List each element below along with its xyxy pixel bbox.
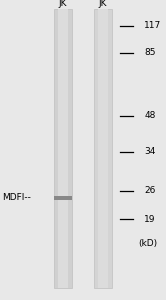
Bar (98, 9, 108, 288)
Text: JK: JK (59, 0, 67, 8)
Text: 85: 85 (144, 48, 156, 57)
Bar (94, 9, 112, 288)
Bar (54, 196, 72, 200)
Bar (58, 9, 68, 288)
Text: (kD): (kD) (138, 238, 157, 247)
Text: 117: 117 (144, 21, 162, 30)
Text: MDFI--: MDFI-- (2, 194, 31, 202)
Text: JK: JK (99, 0, 107, 8)
Text: 26: 26 (144, 186, 156, 195)
Text: 48: 48 (144, 111, 156, 120)
Bar (54, 9, 72, 288)
Text: 19: 19 (144, 214, 156, 224)
Text: 34: 34 (144, 147, 156, 156)
